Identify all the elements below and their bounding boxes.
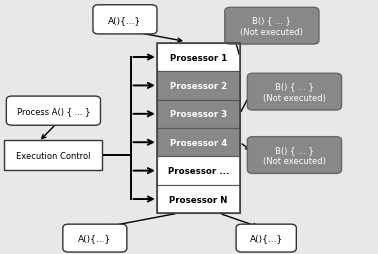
Text: A(){...}: A(){...} xyxy=(108,16,142,25)
FancyBboxPatch shape xyxy=(247,74,342,110)
Text: Execution Control: Execution Control xyxy=(16,151,91,160)
FancyBboxPatch shape xyxy=(225,8,319,45)
Text: Prosessor ...: Prosessor ... xyxy=(168,166,229,176)
Bar xyxy=(157,100,240,129)
Text: A(){...}: A(){...} xyxy=(78,234,112,243)
Bar xyxy=(157,44,240,213)
Text: Process A() { ... }: Process A() { ... } xyxy=(17,107,90,116)
Bar xyxy=(157,129,240,157)
Text: Prosessor 3: Prosessor 3 xyxy=(170,110,227,119)
FancyBboxPatch shape xyxy=(93,6,157,35)
FancyBboxPatch shape xyxy=(63,224,127,252)
FancyBboxPatch shape xyxy=(247,137,342,174)
Bar xyxy=(157,185,240,213)
Text: A(){...}: A(){...} xyxy=(249,234,283,243)
Bar xyxy=(157,157,240,185)
Text: B() { ... }
(Not executed): B() { ... } (Not executed) xyxy=(263,145,326,166)
Bar xyxy=(157,72,240,100)
Text: Prosessor N: Prosessor N xyxy=(169,195,228,204)
Text: Prosessor 4: Prosessor 4 xyxy=(170,138,227,147)
FancyBboxPatch shape xyxy=(236,224,296,252)
Text: Prosessor 1: Prosessor 1 xyxy=(170,53,227,62)
Bar xyxy=(5,141,102,170)
Bar xyxy=(157,44,240,72)
Text: B() { ... }
(Not executed): B() { ... } (Not executed) xyxy=(263,82,326,102)
FancyBboxPatch shape xyxy=(6,97,101,126)
Text: B() { ... }
(Not executed): B() { ... } (Not executed) xyxy=(240,17,303,37)
Text: Prosessor 2: Prosessor 2 xyxy=(170,82,227,91)
